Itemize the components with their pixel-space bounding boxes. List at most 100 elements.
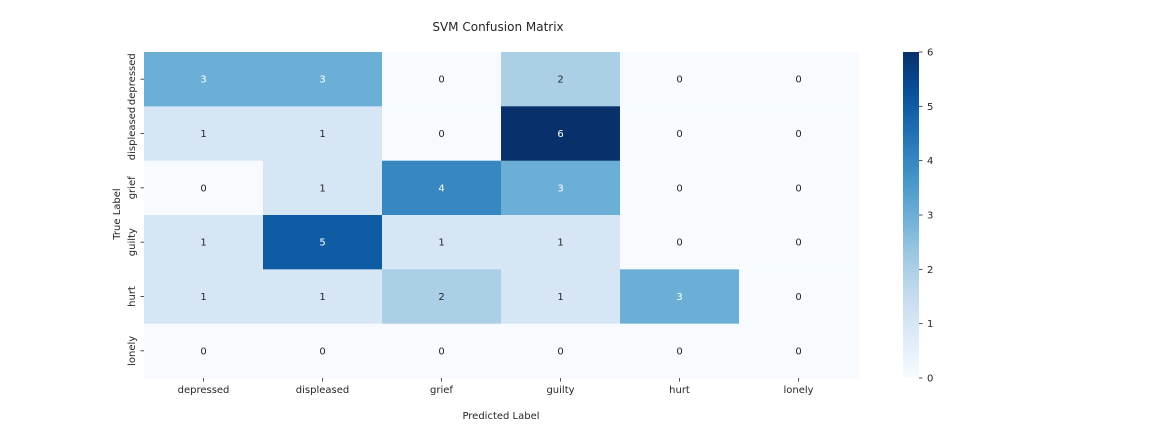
heatmap-cell <box>739 215 859 270</box>
cell-value-label: 0 <box>795 129 801 140</box>
cell-value-label: 0 <box>676 346 682 357</box>
cell-value-label: 0 <box>438 346 444 357</box>
cell-value-label: 1 <box>200 238 206 249</box>
heatmap-cell <box>382 215 502 270</box>
cell-value-label: 1 <box>557 292 563 303</box>
cell-value-label: 0 <box>200 183 206 194</box>
cell-value-label: 0 <box>200 346 206 357</box>
heatmap-cell <box>382 106 502 162</box>
cell-value-label: 3 <box>676 292 682 303</box>
heatmap-cell <box>382 52 502 107</box>
heatmap-cell <box>144 323 264 379</box>
cell-value-label: 6 <box>557 129 563 140</box>
heatmap-cell <box>501 215 621 270</box>
y-tick-label: grief <box>127 176 138 199</box>
heatmap-cell <box>620 160 740 216</box>
cell-value-label: 3 <box>200 75 206 86</box>
cell-value-label: 2 <box>438 292 444 303</box>
cell-value-label: 0 <box>795 346 801 357</box>
y-axis-label: True Label <box>112 188 123 240</box>
x-tick-label: lonely <box>783 385 813 396</box>
cell-value-label: 0 <box>795 238 801 249</box>
heatmap-cell <box>620 52 740 107</box>
x-tick-label: grief <box>430 385 453 396</box>
heatmap-cell <box>382 160 502 216</box>
cell-value-label: 3 <box>319 75 325 86</box>
heatmap-cell <box>144 215 264 270</box>
colorbar-tick-label: 0 <box>927 374 933 385</box>
cell-value-label: 0 <box>676 238 682 249</box>
colorbar-tick-label: 6 <box>927 48 933 59</box>
x-tick-label: guilty <box>546 385 574 396</box>
cell-value-label: 1 <box>319 183 325 194</box>
cell-value-label: 1 <box>557 238 563 249</box>
heatmap-cell <box>501 323 621 379</box>
cell-value-label: 0 <box>319 346 325 357</box>
heatmap-cell <box>620 106 740 162</box>
heatmap-cell <box>501 106 621 162</box>
cell-value-label: 1 <box>319 129 325 140</box>
heatmap-cell <box>263 160 383 216</box>
cell-value-label: 1 <box>438 238 444 249</box>
heatmap-cell <box>382 323 502 379</box>
colorbar-tick-label: 2 <box>927 265 933 276</box>
y-tick-label: depressed <box>127 53 138 105</box>
heatmap-cell <box>144 269 264 325</box>
heatmap-cell <box>739 106 859 162</box>
cell-value-label: 0 <box>438 75 444 86</box>
heatmap-cell <box>739 269 859 325</box>
cell-value-label: 1 <box>200 129 206 140</box>
heatmap-cells: 3 3 0 2 0 0 1 1 0 6 0 0 0 1 4 3 0 0 1 5 1 1 0 0 1 1 2 1 3 0 0 0 0 0 0 0 <box>144 52 859 379</box>
heatmap-cell <box>263 52 383 107</box>
colorbar <box>903 52 919 378</box>
cell-value-label: 0 <box>795 183 801 194</box>
cell-value-label: 0 <box>557 346 563 357</box>
heatmap-cell <box>144 52 264 107</box>
y-tick-label: hurt <box>127 286 138 307</box>
heatmap-cell <box>620 215 740 270</box>
cell-value-label: 0 <box>676 183 682 194</box>
x-axis-label: Predicted Label <box>462 411 539 422</box>
heatmap-cell <box>263 106 383 162</box>
heatmap-cell <box>144 106 264 162</box>
cell-value-label: 0 <box>676 129 682 140</box>
colorbar-tick-label: 5 <box>927 102 933 113</box>
colorbar-tick-label: 3 <box>927 211 933 222</box>
colorbar-tick-label: 1 <box>927 319 933 330</box>
heatmap-cell <box>501 160 621 216</box>
heatmap-cell <box>263 323 383 379</box>
cell-value-label: 4 <box>438 183 444 194</box>
x-tick-label: hurt <box>669 385 690 396</box>
heatmap-cell <box>263 269 383 325</box>
cell-value-label: 1 <box>200 292 206 303</box>
heatmap-cell <box>620 323 740 379</box>
heatmap-cell <box>739 323 859 379</box>
heatmap-cell <box>501 52 621 107</box>
heatmap-cell <box>144 160 264 216</box>
heatmap-cell <box>739 160 859 216</box>
y-tick-labels: depressed displeased grief guilty hurt lonely <box>127 53 144 366</box>
cell-value-label: 0 <box>676 75 682 86</box>
chart-title: SVM Confusion Matrix <box>432 20 563 34</box>
y-tick-label: displeased <box>127 107 138 160</box>
cell-value-label: 2 <box>557 75 563 86</box>
cell-value-label: 0 <box>795 75 801 86</box>
cell-value-label: 0 <box>795 292 801 303</box>
cell-value-label: 0 <box>438 129 444 140</box>
x-tick-label: depressed <box>178 385 230 396</box>
cell-value-label: 1 <box>319 292 325 303</box>
y-tick-label: guilty <box>127 228 138 256</box>
heatmap-cell <box>263 215 383 270</box>
cell-value-label: 5 <box>319 238 325 249</box>
x-tick-label: displeased <box>296 385 349 396</box>
heatmap-cell <box>739 52 859 107</box>
heatmap-cell <box>382 269 502 325</box>
cell-value-label: 3 <box>557 183 563 194</box>
x-tick-labels: depressed displeased grief guilty hurt lonely <box>178 378 814 396</box>
colorbar-ticks: 0 1 2 3 4 5 6 <box>919 48 933 385</box>
heatmap-cell <box>501 269 621 325</box>
y-tick-label: lonely <box>127 336 138 366</box>
colorbar-tick-label: 4 <box>927 156 933 167</box>
heatmap-cell <box>620 269 740 325</box>
